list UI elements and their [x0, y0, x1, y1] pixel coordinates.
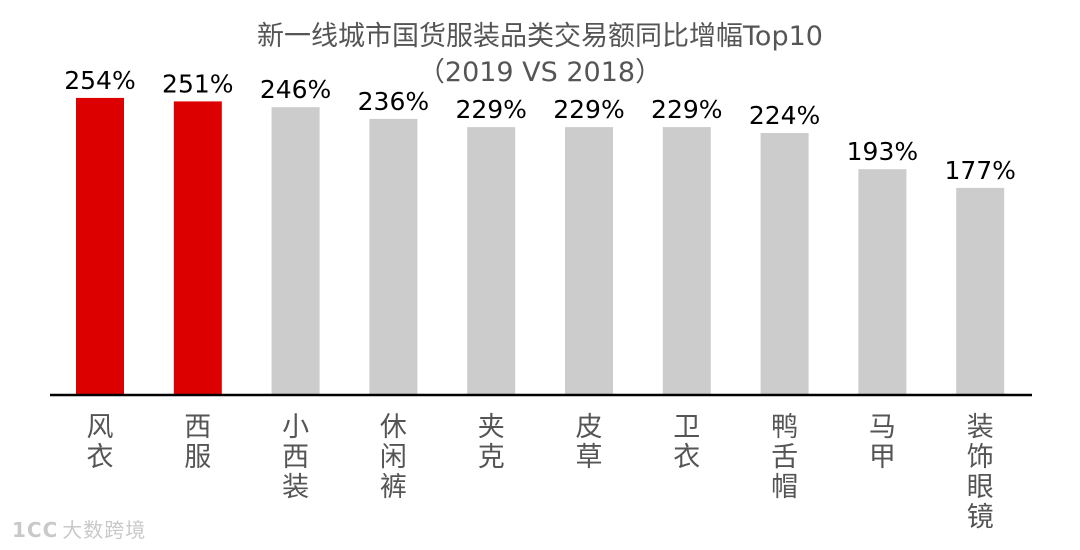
- watermark-logo: 1CC: [12, 518, 59, 542]
- category-label-char: 克: [478, 442, 505, 473]
- bar: [173, 101, 222, 396]
- category-label-char: 衣: [87, 442, 114, 473]
- category-label-char: 舌: [771, 442, 798, 473]
- chart-title: 新一线城市国货服装品类交易额同比增幅Top10: [257, 21, 823, 52]
- category-label-char: 西: [184, 412, 211, 443]
- bar: [565, 127, 613, 395]
- category-label-char: 风: [87, 412, 114, 443]
- category-label-char: 裤: [380, 472, 407, 503]
- chart-subtitle: （2019 VS 2018）: [417, 57, 663, 88]
- category-label-char: 饰: [967, 442, 994, 473]
- category-label-char: 鸭: [771, 412, 798, 443]
- category-label-char: 卫: [673, 412, 700, 443]
- bar: [858, 169, 907, 395]
- category-label-char: 休: [380, 412, 407, 443]
- data-label: 254%: [64, 66, 135, 95]
- category-label-char: 帽: [771, 472, 798, 503]
- bar: [369, 118, 418, 396]
- data-label: 224%: [749, 101, 820, 130]
- bar: [467, 127, 516, 395]
- data-label: 193%: [847, 137, 918, 166]
- category-label-char: 眼: [967, 472, 994, 503]
- data-label: 236%: [358, 87, 429, 116]
- data-label: 177%: [944, 156, 1015, 185]
- category-label-char: 草: [576, 442, 603, 473]
- category-label-char: 闲: [380, 442, 407, 473]
- watermark: 1CC 大数跨境: [12, 514, 146, 543]
- bar: [271, 107, 320, 395]
- data-label: 229%: [651, 95, 722, 124]
- data-label: 251%: [162, 69, 233, 98]
- category-label-char: 马: [869, 412, 896, 443]
- category-label-char: 装: [967, 412, 994, 443]
- category-label-char: 装: [282, 472, 309, 503]
- data-label: 229%: [553, 95, 624, 124]
- bar: [760, 133, 809, 395]
- category-label-char: 皮: [576, 412, 603, 443]
- category-label-char: 衣: [673, 442, 700, 473]
- watermark-text: 大数跨境: [62, 518, 147, 542]
- category-label-char: 镜: [967, 502, 994, 533]
- category-label-char: 西: [282, 442, 309, 473]
- bar: [662, 127, 711, 395]
- category-label-char: 小: [282, 412, 309, 443]
- bar: [956, 187, 1005, 395]
- category-label-char: 服: [184, 442, 211, 473]
- data-label: 229%: [455, 95, 526, 124]
- category-label-char: 甲: [869, 442, 896, 473]
- category-label-char: 夹: [478, 412, 505, 443]
- data-label: 246%: [260, 75, 331, 104]
- bar: [76, 97, 124, 396]
